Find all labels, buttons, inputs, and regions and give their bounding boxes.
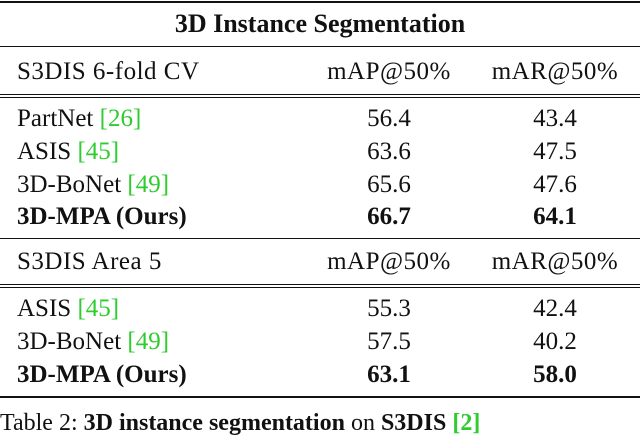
- map-value: 57.5: [367, 328, 411, 355]
- mar-value: 58.0: [533, 361, 577, 388]
- mar-value: 64.1: [533, 203, 577, 230]
- map-value: 56.4: [367, 105, 411, 132]
- table-row: PartNet [26] 56.4 43.4: [0, 102, 640, 135]
- section-rule: [0, 238, 640, 239]
- dataset-label: S3DIS 6-fold CV: [17, 58, 200, 85]
- bottom-rule: [0, 396, 640, 398]
- map-value: 63.1: [367, 361, 411, 388]
- table-row: 3D-BoNet [49] 65.6 47.6: [0, 168, 640, 201]
- method-name: 3D-BoNet [49]: [17, 328, 170, 355]
- map-value: 66.7: [367, 203, 411, 230]
- citation-link[interactable]: [49]: [127, 171, 170, 198]
- citation-link[interactable]: [2]: [452, 410, 481, 436]
- table-row: ASIS [45] 63.6 47.5: [0, 135, 640, 168]
- header-rule: [0, 284, 640, 285]
- method-name: ASIS [45]: [17, 295, 120, 322]
- map-value: 63.6: [367, 138, 411, 165]
- map-value: 65.6: [367, 171, 411, 198]
- column-header-mar: mAR@50%: [491, 248, 619, 275]
- table-caption: Table 2: 3D instance segmentation on S3D…: [0, 410, 481, 436]
- mar-value: 47.6: [533, 171, 577, 198]
- method-name: PartNet [26]: [17, 105, 142, 132]
- table-row: ASIS [45] 55.3 42.4: [0, 292, 640, 325]
- header-rule-double: [0, 287, 640, 288]
- section-header-area5: S3DIS Area 5 mAP@50% mAR@50%: [0, 245, 640, 278]
- caption-bold: 3D instance segmentation: [83, 410, 345, 436]
- top-rule: [0, 1, 640, 3]
- citation-link[interactable]: [45]: [77, 138, 120, 165]
- header-rule-double: [0, 97, 640, 98]
- mar-value: 43.4: [533, 105, 577, 132]
- method-name: 3D-MPA (Ours): [17, 203, 187, 230]
- map-value: 55.3: [367, 295, 411, 322]
- column-header-map: mAP@50%: [327, 248, 451, 275]
- header-rule: [0, 94, 640, 95]
- column-header-map: mAP@50%: [327, 58, 451, 85]
- table-row: 3D-BoNet [49] 57.5 40.2: [0, 325, 640, 358]
- method-name: ASIS [45]: [17, 138, 120, 165]
- citation-link[interactable]: [26]: [99, 105, 142, 132]
- mar-value: 47.5: [533, 138, 577, 165]
- citation-link[interactable]: [49]: [127, 328, 170, 355]
- title-rule: [0, 46, 640, 47]
- method-name: 3D-BoNet [49]: [17, 171, 170, 198]
- table-title: 3D Instance Segmentation: [174, 9, 466, 38]
- mar-value: 40.2: [533, 328, 577, 355]
- table-row-ours: 3D-MPA (Ours) 66.7 64.1: [0, 200, 640, 233]
- column-header-mar: mAR@50%: [491, 58, 619, 85]
- method-name: 3D-MPA (Ours): [17, 361, 187, 388]
- dataset-label: S3DIS Area 5: [17, 248, 162, 275]
- table-row-ours: 3D-MPA (Ours) 63.1 58.0: [0, 358, 640, 391]
- section-header-6fold: S3DIS 6-fold CV mAP@50% mAR@50%: [0, 55, 640, 88]
- citation-link[interactable]: [45]: [77, 295, 120, 322]
- mar-value: 42.4: [533, 295, 577, 322]
